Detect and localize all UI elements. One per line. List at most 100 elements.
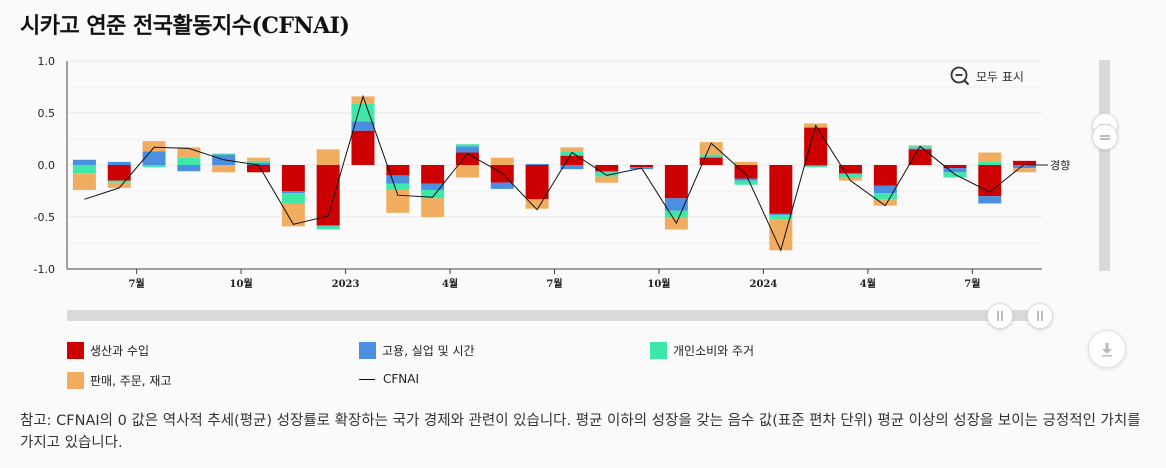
bar-sales xyxy=(595,176,619,183)
vertical-scroll-handle-bottom[interactable] xyxy=(1092,124,1118,150)
bar-employment xyxy=(281,191,305,194)
bar-sales xyxy=(838,177,862,181)
reset-zoom-button[interactable]: 모두 표시 xyxy=(950,66,1024,86)
bar-consumption xyxy=(107,180,131,183)
x-tick-label: 4월 xyxy=(860,278,876,290)
bar-employment xyxy=(177,165,201,172)
bar-production xyxy=(1013,160,1037,165)
horizontal-scrollbar[interactable] xyxy=(67,310,1042,321)
bar-production xyxy=(873,165,897,186)
bar-consumption xyxy=(664,210,688,217)
bar-employment xyxy=(595,171,619,173)
bar-consumption xyxy=(908,146,932,149)
bar-production xyxy=(630,165,654,168)
bar-sales xyxy=(351,96,375,104)
bar-employment xyxy=(734,178,758,181)
bar-consumption xyxy=(316,226,340,230)
bar-employment xyxy=(664,198,688,211)
reset-zoom-label: 모두 표시 xyxy=(976,69,1024,84)
bar-consumption xyxy=(421,189,445,199)
horizontal-scroll-handle-right[interactable] xyxy=(1027,303,1053,329)
bar-consumption xyxy=(177,157,201,165)
bar-employment xyxy=(72,159,96,165)
bar-employment xyxy=(386,175,410,184)
bar-sales xyxy=(247,157,271,161)
bar-sales xyxy=(873,199,897,206)
bar-production xyxy=(107,165,131,181)
vertical-scrollbar[interactable] xyxy=(1099,60,1110,271)
footnote: 참고: CFNAI의 0 값은 역사적 추세(평균) 성장률로 확장하는 국가 … xyxy=(20,413,1141,451)
bar-production xyxy=(351,130,375,165)
zoom-out-icon xyxy=(950,66,970,86)
bar-employment xyxy=(490,182,514,189)
download-button[interactable] xyxy=(1088,330,1126,368)
y-tick-label: 0.5 xyxy=(38,107,56,120)
bar-sales xyxy=(455,165,479,178)
legend-item-sales[interactable]: 판매, 주문, 재고 xyxy=(67,372,172,389)
bar-consumption xyxy=(734,180,758,185)
bar-sales xyxy=(107,182,131,188)
bar-production xyxy=(560,155,584,165)
legend-label-cfnai: CFNAI xyxy=(383,372,420,386)
bar-production xyxy=(699,157,723,165)
bar-consumption xyxy=(699,154,723,157)
bar-sales xyxy=(142,141,166,152)
download-icon xyxy=(1102,343,1112,357)
bar-sales xyxy=(769,219,793,251)
x-tick-label: 10월 xyxy=(230,278,253,290)
bar-production xyxy=(769,165,793,214)
bar-consumption xyxy=(838,174,862,178)
x-tick-label: 7월 xyxy=(129,278,145,290)
bar-production xyxy=(978,165,1002,197)
bar-employment xyxy=(455,146,479,153)
legend-item-cfnai[interactable]: CFNAI xyxy=(359,372,419,386)
bar-employment xyxy=(1013,165,1037,169)
bar-consumption xyxy=(72,165,96,174)
bar-production xyxy=(316,165,340,226)
bar-consumption xyxy=(873,193,897,200)
horizontal-scroll-handle-left[interactable] xyxy=(987,303,1013,329)
line-end-label: 경향 xyxy=(1050,159,1070,172)
bar-consumption xyxy=(142,165,166,168)
legend-swatch-consumption xyxy=(650,342,667,359)
bar-sales xyxy=(734,161,758,165)
y-tick-label: 0.0 xyxy=(38,159,56,172)
legend-label-production: 생산과 수입 xyxy=(90,344,150,358)
bar-consumption xyxy=(386,183,410,190)
x-tick-label: 2024 xyxy=(750,279,778,290)
bar-production xyxy=(734,165,758,179)
bar-consumption xyxy=(769,214,793,220)
x-tick-label: 4월 xyxy=(442,278,458,290)
y-tick-label: 1.0 xyxy=(38,55,56,68)
bar-employment xyxy=(351,121,375,131)
bar-employment xyxy=(316,225,340,227)
bar-production xyxy=(943,165,967,169)
bar-employment xyxy=(804,165,828,167)
bar-production xyxy=(664,165,688,199)
bar-consumption xyxy=(595,172,619,177)
bar-consumption xyxy=(212,153,236,155)
bar-employment xyxy=(560,165,584,170)
x-tick-label: 2023 xyxy=(332,279,360,290)
legend-item-production[interactable]: 생산과 수입 xyxy=(67,342,149,359)
bar-employment xyxy=(769,213,793,215)
bar-sales xyxy=(699,142,723,155)
bar-sales xyxy=(525,199,549,209)
legend-item-employment[interactable]: 고용, 실업 및 시간 xyxy=(359,342,475,359)
y-tick-label: -1.0 xyxy=(34,263,55,276)
bar-production xyxy=(421,165,445,184)
bar-employment xyxy=(943,168,967,173)
chart-legend: 생산과 수입 고용, 실업 및 시간 개인소비와 주거 판매, 주문, 재고 C… xyxy=(67,340,1067,400)
bar-sales xyxy=(421,198,445,217)
bar-employment xyxy=(421,183,445,190)
bar-production xyxy=(595,165,619,172)
bar-employment xyxy=(978,196,1002,204)
bar-sales xyxy=(978,152,1002,162)
bar-production xyxy=(908,149,932,165)
bar-sales xyxy=(386,189,410,213)
bar-consumption xyxy=(281,193,305,204)
legend-item-consumption[interactable]: 개인소비와 주거 xyxy=(650,342,754,359)
bar-sales xyxy=(281,203,305,227)
bar-production xyxy=(247,165,271,173)
bar-consumption xyxy=(247,160,271,163)
